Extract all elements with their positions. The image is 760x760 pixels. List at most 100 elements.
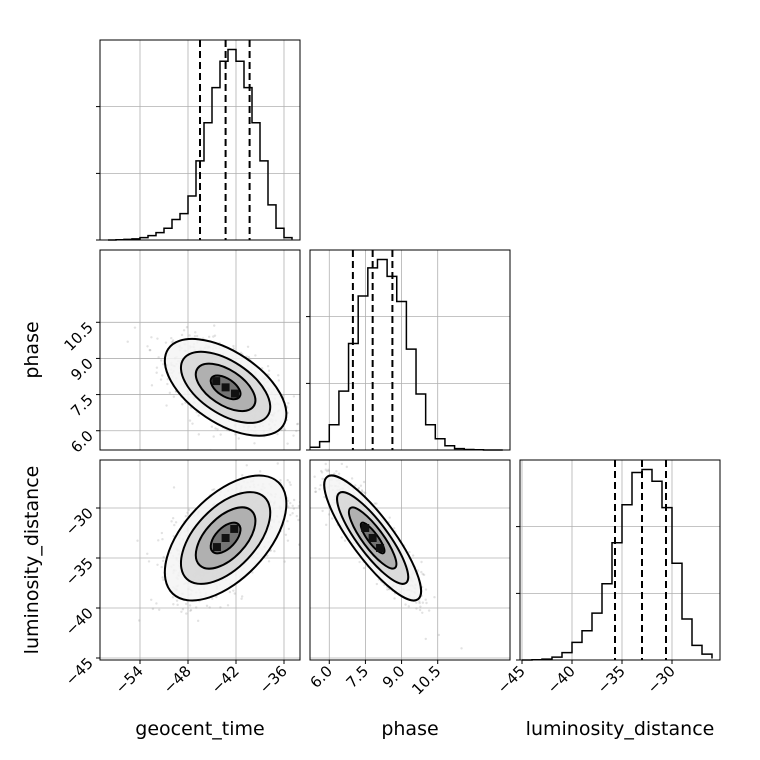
frame-geocent_time	[99, 39, 301, 241]
scatter-point	[251, 571, 254, 574]
scatter-point	[173, 523, 176, 527]
x-tick-label-phase: 10.5	[408, 662, 444, 698]
contour-1	[179, 350, 272, 424]
scatter-point	[357, 486, 361, 490]
scatter-point	[424, 588, 428, 591]
scatter-point	[314, 487, 317, 490]
panel-content	[310, 460, 510, 660]
hist-phase	[310, 258, 503, 451]
scatter-point	[164, 341, 168, 344]
contour-3	[359, 521, 386, 555]
scatter-point	[181, 608, 185, 611]
scatter-point	[289, 501, 292, 505]
scatter-point	[273, 549, 276, 553]
scatter-point	[321, 509, 324, 513]
scatter-point	[228, 590, 232, 594]
scatter-panel-geocent_time-phase	[99, 249, 301, 458]
scatter-point	[319, 483, 322, 487]
scatter-point	[292, 395, 296, 398]
scatter-point	[340, 462, 344, 466]
density-peak	[230, 389, 239, 398]
contour-0	[163, 337, 288, 437]
hist-geocent_time	[108, 48, 293, 241]
scatter-point	[292, 434, 295, 437]
scatter-point	[197, 414, 200, 417]
scatter-point	[415, 601, 418, 604]
scatter-point	[291, 504, 294, 508]
scatter-point	[411, 554, 415, 557]
x-tick-label-geocent_time: −36	[256, 662, 291, 697]
scatter-point	[155, 366, 159, 369]
scatter-point	[277, 374, 280, 377]
scatter-point	[260, 367, 264, 370]
scatter-point	[156, 563, 159, 566]
scatter-point	[258, 470, 262, 473]
scatter-point	[172, 486, 176, 489]
scatter-point	[314, 490, 318, 493]
scatter-point	[335, 470, 338, 473]
scatter-point	[210, 425, 214, 428]
scatter-point	[176, 603, 179, 607]
scatter-point	[361, 490, 364, 493]
scatter-point	[266, 364, 270, 368]
scatter-point	[126, 340, 129, 343]
scatter-point	[182, 329, 186, 332]
scatter-point	[287, 505, 290, 508]
scatter-point	[161, 538, 164, 541]
scatter-point	[283, 456, 285, 458]
x-tick-label-luminosity_distance: −40	[544, 662, 579, 697]
scatter-point	[343, 539, 347, 542]
scatter-point	[155, 602, 158, 605]
y-tick-label-luminosity_distance: −30	[62, 504, 97, 539]
scatter-point	[162, 578, 165, 582]
scatter-point	[287, 527, 291, 531]
scatter-point	[184, 514, 188, 518]
scatter-point	[354, 484, 357, 487]
scatter-point	[188, 334, 191, 337]
contour-1	[336, 491, 410, 585]
x-tick-label-phase: 7.5	[343, 662, 373, 692]
scatter-point	[254, 354, 257, 357]
scatter-point	[213, 334, 217, 337]
scatter-point	[166, 377, 170, 381]
scatter-point	[156, 337, 159, 340]
hist-luminosity_distance	[522, 468, 713, 661]
scatter-point	[160, 531, 164, 535]
contour-0	[323, 474, 423, 602]
y-tick-label-luminosity_distance: −45	[62, 654, 97, 689]
scatter-point	[180, 333, 184, 337]
scatter-point	[189, 609, 192, 612]
scatter-point	[207, 335, 211, 339]
scatter-point	[297, 518, 300, 522]
scatter-point	[240, 597, 243, 600]
scatter-point	[162, 555, 165, 559]
density-peak	[221, 534, 230, 542]
scatter-point	[337, 472, 341, 475]
scatter-point	[175, 599, 179, 602]
scatter-point	[266, 554, 269, 557]
scatter-point	[279, 479, 282, 482]
scatter-point	[188, 419, 192, 422]
scatter-point	[422, 573, 426, 577]
scatter-point	[421, 611, 424, 614]
scatter-point	[159, 378, 163, 381]
scatter-point	[219, 606, 222, 609]
density-peak	[212, 543, 221, 552]
scatter-point	[186, 511, 189, 515]
scatter-point	[161, 576, 164, 579]
scatter-point	[324, 462, 327, 466]
scatter-point	[136, 539, 139, 542]
frame	[309, 459, 511, 661]
scatter-point	[360, 489, 364, 492]
y-tick-label-phase: 9.0	[67, 355, 97, 385]
scatter-point	[386, 588, 389, 591]
scatter-point	[172, 603, 175, 606]
scatter-point	[253, 442, 256, 445]
scatter-point	[283, 560, 286, 563]
scatter-point	[187, 508, 191, 512]
scatter-point	[330, 517, 334, 520]
hist-panel-geocent_time	[96, 39, 301, 241]
y-tick-label-phase: 7.5	[67, 391, 97, 421]
ylabel-luminosity-distance: luminosity_distance	[21, 466, 43, 655]
scatter-point	[320, 469, 323, 473]
